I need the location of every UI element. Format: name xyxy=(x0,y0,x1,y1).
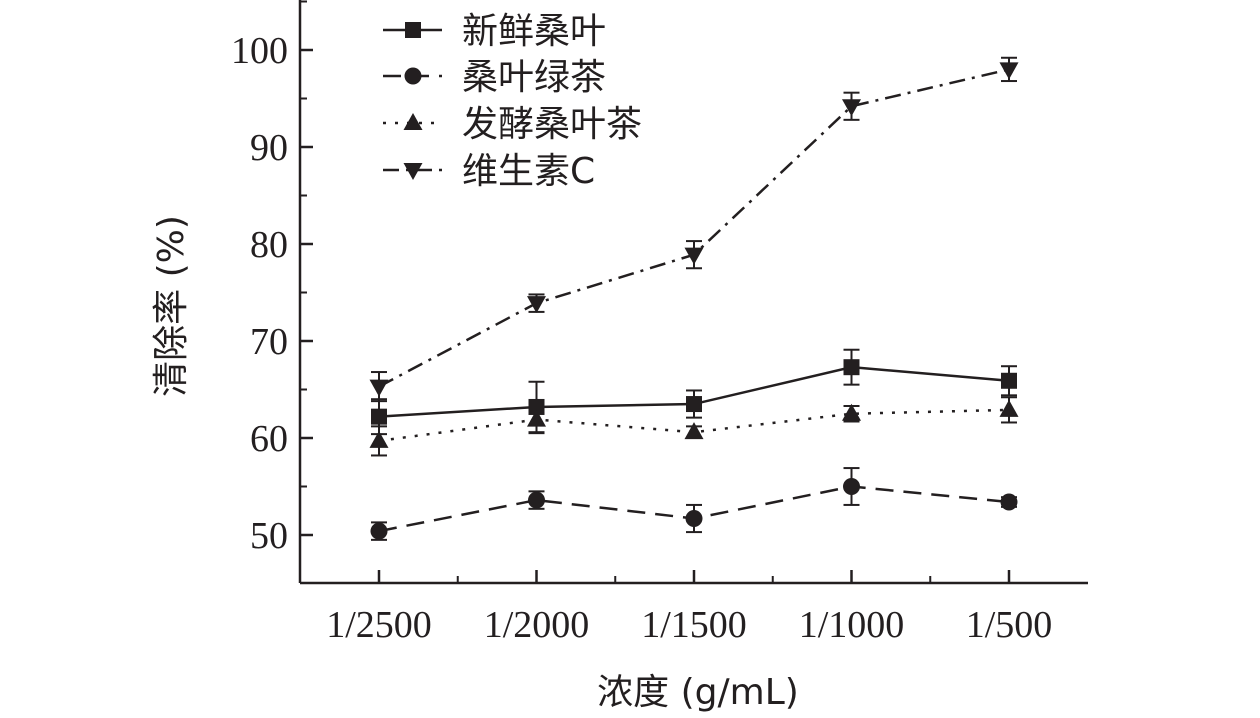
x-axis-title: 浓度 (g/mL) xyxy=(597,672,799,713)
data-point xyxy=(685,510,703,528)
data-point xyxy=(686,396,702,413)
series-2 xyxy=(370,467,1018,541)
y-tick-label: 50 xyxy=(250,515,288,557)
y-tick-label: 100 xyxy=(231,30,288,72)
data-point xyxy=(843,478,860,495)
data-point xyxy=(371,408,387,425)
legend-swatch-marker xyxy=(403,113,423,130)
series-3 xyxy=(369,396,1019,457)
legend-swatch-marker xyxy=(404,67,422,85)
y-tick-label: 60 xyxy=(250,418,288,460)
data-point xyxy=(842,403,861,421)
legend-label: 桑叶绿茶 xyxy=(462,57,606,98)
data-point xyxy=(999,62,1019,80)
y-tick-label: 90 xyxy=(250,127,288,169)
legend-swatch-marker xyxy=(405,22,421,38)
data-point xyxy=(999,399,1019,417)
data-point xyxy=(684,422,704,440)
y-tick-label: 80 xyxy=(250,224,288,266)
legend-swatch-marker xyxy=(403,163,423,180)
y-axis-title: 清除率 (%) xyxy=(151,215,192,397)
y-tick-label: 70 xyxy=(250,321,288,363)
data-point xyxy=(1001,372,1017,389)
data-point xyxy=(369,430,389,448)
legend-item: 发酵桑叶茶 xyxy=(383,104,642,145)
x-tick-label: 1/2500 xyxy=(326,604,432,646)
data-point xyxy=(528,491,545,509)
series-4 xyxy=(369,56,1019,403)
data-point xyxy=(1000,493,1018,511)
legend-label: 维生素C xyxy=(462,151,595,192)
data-point xyxy=(370,522,388,540)
data-point xyxy=(527,409,546,427)
legend-item: 新鲜桑叶 xyxy=(383,11,606,52)
axes: 50 60 70 80 90 100 1/2500 1/2000 1/1500 1/1000 1/5… xyxy=(231,0,1088,646)
legend-item: 桑叶绿茶 xyxy=(383,57,606,98)
series-line xyxy=(378,408,1010,443)
data-point xyxy=(684,247,704,265)
x-tick-label: 1/2000 xyxy=(484,604,590,646)
legend-label: 新鲜桑叶 xyxy=(462,11,606,52)
x-tick-label: 1/1500 xyxy=(641,604,747,646)
x-tick-label: 1/1000 xyxy=(799,604,905,646)
legend-label: 发酵桑叶茶 xyxy=(462,104,642,145)
x-tick-label: 1/500 xyxy=(966,604,1053,646)
data-point xyxy=(369,379,389,397)
data-point xyxy=(843,359,860,376)
legend-item: 维生素C xyxy=(383,151,595,192)
data-point xyxy=(842,99,861,117)
series-layer xyxy=(369,56,1019,541)
series-1 xyxy=(371,348,1017,436)
data-point xyxy=(527,296,546,314)
